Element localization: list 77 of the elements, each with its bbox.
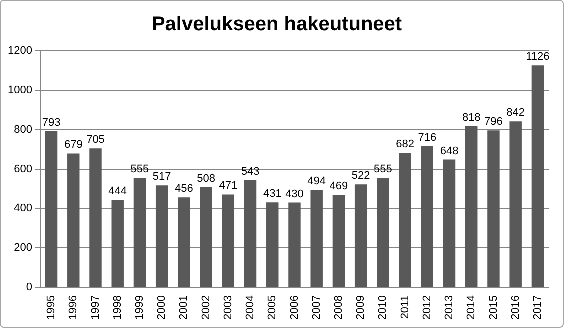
bar [134, 178, 146, 288]
data-label: 705 [86, 134, 105, 146]
x-tick-label: 2010 [377, 296, 390, 320]
x-tick-label: 2012 [421, 296, 434, 320]
x-tick-label: 1995 [46, 296, 58, 320]
x-tick-label: 2015 [488, 296, 500, 320]
x-tick-label: 2016 [510, 296, 522, 320]
bar [377, 178, 390, 288]
bar [354, 184, 368, 288]
data-label: 555 [374, 164, 392, 176]
x-tick-label: 2014 [466, 296, 478, 320]
data-label: 508 [197, 172, 216, 185]
y-tick-label: 1000 [8, 84, 32, 96]
data-label: 444 [108, 186, 128, 198]
data-label: 469 [330, 180, 348, 193]
x-tick-label: 2008 [332, 296, 345, 320]
y-tick-label: 800 [14, 124, 32, 136]
bar [443, 160, 456, 288]
data-label: 679 [64, 139, 83, 152]
x-tick-label: 2002 [200, 296, 212, 320]
y-tick-label: 600 [14, 163, 32, 176]
data-label: 793 [42, 116, 61, 129]
x-tick-label: 1997 [90, 296, 102, 320]
x-tick-label: 2004 [244, 296, 257, 320]
bar [399, 153, 412, 288]
x-tick-label: 1996 [68, 296, 80, 320]
bar [90, 148, 102, 288]
data-label: 682 [396, 138, 414, 151]
y-tick-label: 400 [14, 202, 32, 215]
data-label: 716 [418, 132, 437, 144]
bar [178, 198, 190, 288]
bar [310, 190, 323, 288]
y-tick-label: 1200 [8, 45, 32, 58]
bar [266, 202, 279, 288]
bar [421, 146, 434, 288]
data-label: 471 [219, 180, 238, 192]
data-label: 430 [286, 188, 304, 200]
x-tick-label: 2011 [399, 296, 412, 320]
x-tick-label: 2005 [266, 296, 279, 320]
data-label: 842 [506, 107, 526, 120]
bar [466, 126, 478, 288]
data-label: 431 [263, 188, 282, 200]
y-tick-label: 0 [26, 282, 32, 294]
x-tick-label: 2017 [532, 296, 544, 320]
bar [332, 195, 346, 288]
x-tick-label: 2001 [178, 296, 190, 320]
bar [200, 187, 212, 288]
bar [488, 130, 500, 288]
bar [156, 186, 168, 288]
x-tick-label: 2000 [156, 296, 168, 320]
data-label: 818 [462, 112, 481, 124]
x-tick-label: 2003 [222, 296, 234, 320]
y-tick-label: 200 [14, 242, 32, 254]
bar [112, 200, 124, 288]
bar [68, 154, 80, 288]
data-label: 522 [352, 170, 370, 182]
data-label: 543 [241, 166, 260, 178]
x-tick-label: 2006 [288, 296, 301, 320]
bar [244, 180, 257, 288]
data-label: 517 [152, 171, 172, 184]
data-label: 494 [308, 176, 326, 188]
x-tick-label: 1998 [112, 296, 124, 320]
x-tick-label: 2013 [444, 296, 456, 320]
data-label: 456 [175, 183, 194, 196]
x-tick-label: 2007 [310, 296, 323, 320]
bar [288, 202, 301, 288]
x-tick-label: 1999 [134, 296, 146, 320]
data-label: 1126 [526, 51, 550, 64]
bar [532, 66, 544, 288]
data-label: 796 [484, 116, 503, 128]
x-tick-label: 2009 [355, 296, 368, 320]
chart-title: Palvelukseen hakeutuneet [152, 14, 402, 36]
bar [510, 122, 522, 288]
bar [222, 194, 235, 288]
data-label: 648 [440, 145, 459, 158]
data-label: 555 [130, 164, 150, 176]
bar [45, 131, 58, 288]
